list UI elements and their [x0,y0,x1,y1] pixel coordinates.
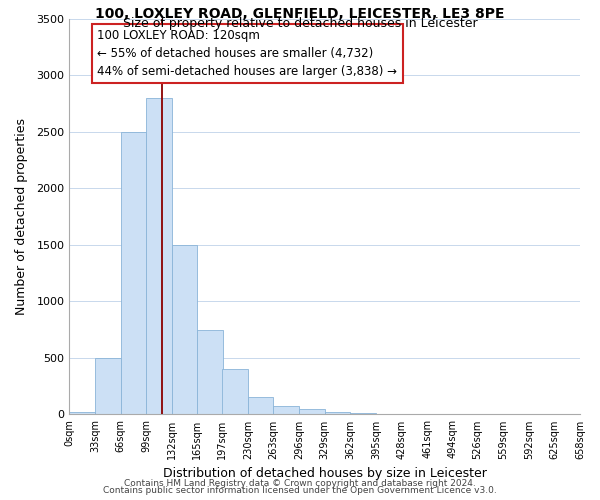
Bar [325,412,350,414]
X-axis label: Distribution of detached houses by size in Leicester: Distribution of detached houses by size … [163,467,487,480]
Bar [95,358,121,414]
Bar [248,398,274,414]
Bar [197,330,223,414]
Text: 100 LOXLEY ROAD: 120sqm
← 55% of detached houses are smaller (4,732)
44% of semi: 100 LOXLEY ROAD: 120sqm ← 55% of detache… [97,29,397,78]
Bar [222,369,248,414]
Text: Contains HM Land Registry data © Crown copyright and database right 2024.: Contains HM Land Registry data © Crown c… [124,478,476,488]
Bar [146,98,172,414]
Text: Size of property relative to detached houses in Leicester: Size of property relative to detached ho… [122,18,478,30]
Bar [172,245,197,414]
Text: 100, LOXLEY ROAD, GLENFIELD, LEICESTER, LE3 8PE: 100, LOXLEY ROAD, GLENFIELD, LEICESTER, … [95,8,505,22]
Bar [299,409,325,414]
Text: Contains public sector information licensed under the Open Government Licence v3: Contains public sector information licen… [103,486,497,495]
Bar [70,412,95,414]
Y-axis label: Number of detached properties: Number of detached properties [15,118,28,315]
Bar [274,406,299,414]
Bar [121,132,146,414]
